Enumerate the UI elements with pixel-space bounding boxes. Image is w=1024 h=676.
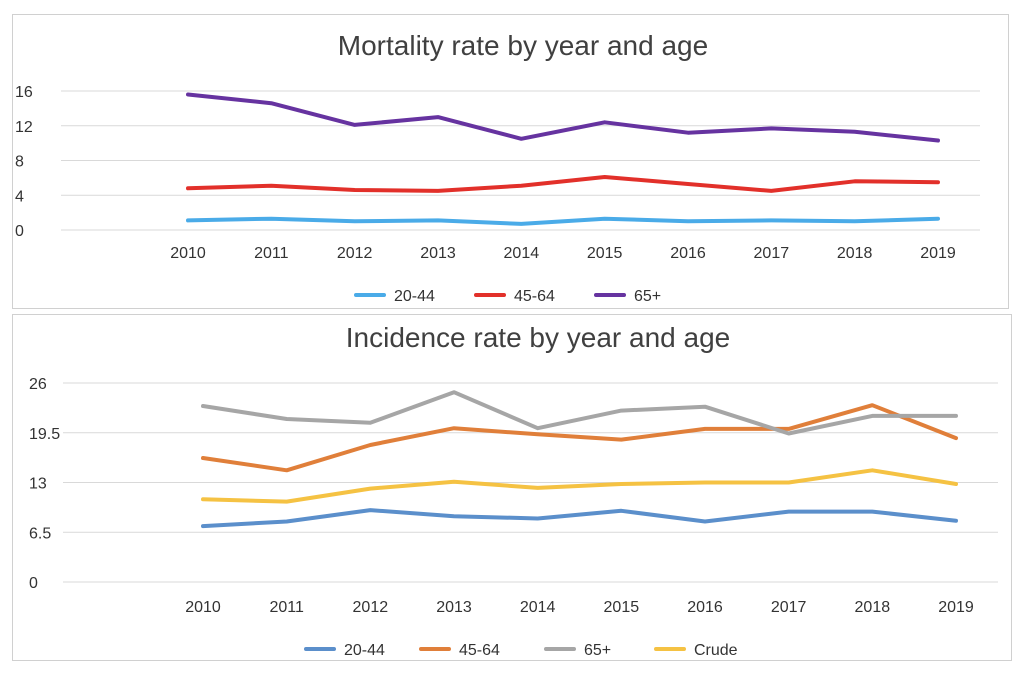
- y-tick-label: 4: [15, 188, 24, 205]
- y-tick-label: 0: [15, 223, 24, 240]
- x-tick-label: 2013: [436, 599, 472, 616]
- x-tick-label: 2017: [754, 245, 790, 262]
- x-tick-label: 2012: [337, 245, 373, 262]
- y-tick-label: 12: [15, 119, 33, 136]
- x-tick-label: 2011: [254, 245, 289, 262]
- x-tick-label: 2014: [504, 245, 540, 262]
- x-tick-label: 2010: [170, 245, 206, 262]
- x-tick-label: 2012: [353, 599, 389, 616]
- y-tick-label: 16: [15, 84, 33, 101]
- chart-title: Mortality rate by year and age: [338, 30, 708, 61]
- x-tick-label: 2019: [938, 599, 974, 616]
- mortality-chart: Mortality rate by year and age 0 4 8 12 16 201…: [15, 30, 980, 305]
- series-line-20-44: [201, 508, 958, 529]
- legend-label-20-44: 20-44: [394, 288, 435, 305]
- x-tick-label: 2017: [771, 599, 807, 616]
- x-tick-label: 2019: [920, 245, 956, 262]
- mortality-chart-panel: Mortality rate by year and age 0 4 8 12 16 201…: [12, 14, 1009, 309]
- series-line-20-44: [186, 216, 940, 226]
- series-line-65: [186, 92, 940, 143]
- chart-title: Incidence rate by year and age: [346, 322, 730, 353]
- x-tick-label: 2018: [837, 245, 873, 262]
- y-tick-label: 13: [29, 476, 47, 493]
- legend-label-45-64: 45-64: [514, 288, 555, 305]
- y-tick-label: 26: [29, 376, 47, 393]
- x-tick-label: 2016: [670, 245, 706, 262]
- series-line-crude: [201, 468, 958, 504]
- x-tick-label: 2015: [604, 599, 640, 616]
- y-tick-label: 8: [15, 154, 24, 171]
- x-tick-label: 2015: [587, 245, 623, 262]
- series-line-45-64: [201, 403, 958, 473]
- series-line-65: [201, 390, 958, 436]
- x-tick-label: 2014: [520, 599, 556, 616]
- legend-label-45-64: 45-64: [459, 642, 500, 659]
- series-line-45-64: [186, 175, 940, 193]
- x-tick-label: 2018: [855, 599, 891, 616]
- x-tick-label: 2011: [269, 599, 304, 616]
- x-tick-label: 2016: [687, 599, 723, 616]
- y-tick-label: 6.5: [29, 525, 51, 542]
- x-tick-label: 2013: [420, 245, 456, 262]
- legend-label-65: 65+: [584, 642, 611, 659]
- y-tick-label: 19.5: [29, 426, 60, 443]
- legend-label-20-44: 20-44: [344, 642, 385, 659]
- x-tick-label: 2010: [185, 599, 221, 616]
- legend-label-crude: Crude: [694, 642, 738, 659]
- y-tick-label: 0: [29, 575, 38, 592]
- incidence-chart: Incidence rate by year and age 0 6.5 13 19.5…: [29, 322, 998, 659]
- incidence-chart-panel: Incidence rate by year and age 0 6.5 13 19.5…: [12, 314, 1012, 661]
- legend-label-65: 65+: [634, 288, 661, 305]
